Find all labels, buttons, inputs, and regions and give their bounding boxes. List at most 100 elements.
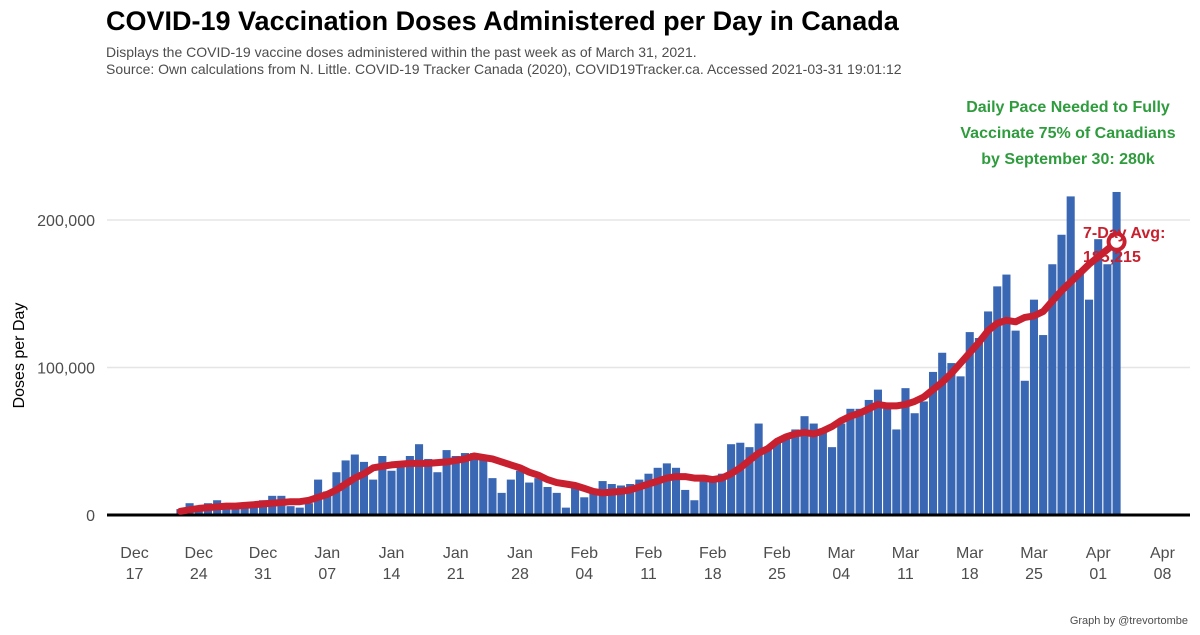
bar: [782, 438, 791, 515]
x-tick-month: Dec: [185, 545, 213, 562]
bar: [708, 481, 717, 515]
bar: [626, 484, 635, 515]
x-tick-month: Feb: [763, 545, 791, 562]
bar: [791, 429, 800, 515]
bar: [919, 401, 928, 515]
x-tick-month: Mar: [956, 545, 984, 562]
bar: [396, 461, 405, 515]
seven-day-average-line: [176, 238, 1121, 515]
x-tick-day: 17: [126, 566, 144, 583]
bar: [736, 442, 745, 515]
bar: [479, 456, 488, 515]
x-tick-month: Mar: [1020, 545, 1048, 562]
bar: [1112, 191, 1121, 515]
bar: [506, 479, 515, 515]
avg-label-annotation: 7-Day Avg:: [1083, 225, 1165, 242]
bar: [965, 332, 974, 515]
bar: [984, 311, 993, 515]
bar: [772, 441, 782, 515]
x-tick-month: Mar: [892, 545, 920, 562]
bar: [993, 286, 1002, 515]
bar: [488, 478, 497, 515]
y-tick-label: 200,000: [37, 213, 95, 230]
x-tick-day: 07: [318, 566, 336, 583]
bar: [525, 482, 534, 515]
x-tick-month: Feb: [570, 545, 598, 562]
x-tick-day: 04: [832, 566, 850, 583]
bar: [1011, 330, 1020, 515]
subtitle-line-2: Source: Own calculations from N. Little.…: [106, 61, 902, 77]
x-tick-day: 14: [383, 566, 401, 583]
bar: [1066, 196, 1075, 515]
bar: [442, 450, 451, 515]
bar: [1002, 274, 1011, 515]
bar: [589, 491, 598, 515]
bar: [359, 461, 369, 515]
bar: [873, 389, 882, 515]
bar: [727, 444, 736, 515]
bar: [323, 491, 332, 515]
bar: [681, 489, 690, 515]
x-tick-day: 25: [768, 566, 786, 583]
bar: [1020, 380, 1029, 515]
bar: [561, 507, 570, 515]
bar: [607, 484, 616, 515]
bar: [295, 507, 304, 515]
x-tick-day: 01: [1089, 566, 1107, 583]
bar: [433, 472, 442, 515]
x-tick-day: 21: [447, 566, 465, 583]
x-tick-day: 18: [961, 566, 979, 583]
x-tick-day: 11: [897, 566, 914, 583]
y-tick-label: 0: [86, 508, 95, 525]
bar: [662, 463, 671, 515]
bar: [1094, 239, 1103, 516]
bar: [910, 413, 919, 515]
bar: [763, 447, 772, 515]
bar: [864, 399, 873, 515]
bar: [1103, 264, 1112, 515]
x-tick-day: 31: [254, 566, 272, 583]
bar: [809, 423, 818, 515]
x-tick-month: Apr: [1150, 545, 1176, 562]
bar: [1029, 299, 1039, 515]
bar: [552, 492, 561, 515]
x-tick-month: Feb: [699, 545, 727, 562]
bar: [369, 479, 378, 515]
x-tick-day: 24: [190, 566, 208, 583]
bar: [671, 467, 681, 515]
x-tick-day: 11: [640, 566, 657, 583]
pace-needed-annotation: Daily Pace Needed to Fully: [966, 99, 1170, 116]
avg-endpoint-marker: [1106, 231, 1127, 252]
bar: [938, 352, 947, 515]
bar: [635, 479, 644, 515]
bar: [883, 408, 892, 515]
bar: [424, 458, 433, 515]
bar: [543, 486, 552, 515]
x-tick-day: 28: [511, 566, 529, 583]
bar: [598, 481, 607, 515]
bar: [818, 429, 827, 515]
bar: [699, 478, 708, 515]
chart-subtitle: Displays the COVID-19 vaccine doses admi…: [106, 44, 902, 78]
x-tick-month: Jan: [443, 545, 469, 562]
bar: [837, 423, 846, 515]
bar: [497, 492, 506, 515]
x-tick-day: 18: [704, 566, 722, 583]
bar: [928, 371, 938, 515]
bar: [415, 444, 424, 515]
bar: [515, 470, 525, 515]
bar: [387, 470, 396, 515]
bar: [470, 453, 479, 515]
y-axis-title: Doses per Day: [11, 303, 28, 409]
bar: [947, 363, 956, 515]
bar: [1075, 270, 1084, 515]
bar: [892, 429, 901, 515]
bar: [249, 504, 258, 515]
x-tick-month: Dec: [249, 545, 277, 562]
bar: [222, 507, 231, 515]
bar: [231, 506, 240, 515]
bar: [901, 388, 910, 515]
pace-needed-annotation: Vaccinate 75% of Canadians: [960, 125, 1175, 142]
bar: [571, 485, 580, 515]
bar: [855, 408, 864, 515]
